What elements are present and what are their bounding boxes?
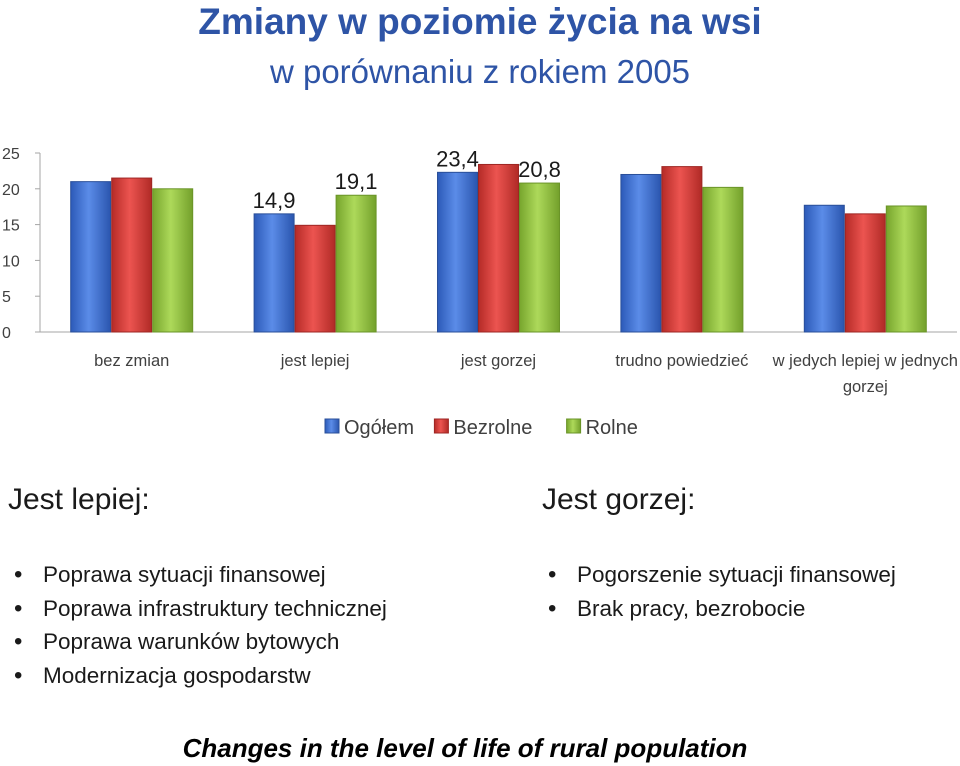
data-labels: 14,9 19,1 23,4 20,8 [253,146,561,213]
y-tick-label: 15 [2,218,20,235]
bar [519,182,560,333]
chart-subtitle: w porównaniu z rokiem 2005 [269,53,691,90]
bar-chart: 0 5 10 15 20 25 bez zmian jest lepiej jest gorz… [2,146,958,439]
bar [111,177,153,333]
y-tick-label: 10 [2,253,20,270]
legend-label: Bezrolne [453,417,532,439]
x-axis-labels: bez zmian jest lepiej jest gorzej trudno po… [94,352,958,396]
list-worse: Pogorszenie sytuacji finansowej Brak pra… [542,558,952,625]
section-heading-better: Jest lepiej: [8,483,150,516]
y-tick-label: 0 [2,325,11,342]
y-tick-label: 25 [2,146,20,163]
list-item: Pogorszenie sytuacji finansowej [542,558,952,592]
bar [70,181,112,333]
bar [478,163,519,333]
x-tick-label: jest lepiej [280,352,350,370]
list-item: Brak pracy, bezrobocie [542,592,952,626]
bar [437,171,478,333]
bar [620,173,662,333]
x-tick-label: jest gorzej [460,352,536,370]
list-item: Poprawa sytuacji finansowej [8,558,408,592]
y-tick-label: 5 [2,289,11,306]
chart-title: Zmiany w poziomie życia na wsi [198,1,762,42]
legend: Ogółem Bezrolne Rolne [324,417,638,439]
x-tick-label: w jedych lepiej w jednych gorzej [772,352,958,396]
x-tick-label: trudno powiedzieć [615,352,748,370]
data-label: 23,4 [436,146,479,171]
data-label: 20,8 [518,157,561,182]
list-better: Poprawa sytuacji finansowej Poprawa infr… [8,558,408,692]
bar [152,188,194,333]
caption: Changes in the level of life of rural po… [182,733,748,763]
bar [803,204,845,333]
legend-label: Ogółem [344,417,414,439]
bars [70,163,927,333]
bar [294,224,336,333]
bar [885,205,927,333]
legend-swatch [566,418,582,434]
bar [253,213,295,333]
legend-label: Rolne [586,417,638,439]
legend-swatch [324,418,340,434]
list-item: Poprawa warunków bytowych [8,625,408,659]
list-item: Modernizacja gospodarstw [8,659,408,693]
bar [844,213,886,333]
y-tick-label: 20 [2,182,20,199]
data-label: 14,9 [253,188,296,213]
section-heading-worse: Jest gorzej: [542,483,696,516]
legend-swatch [433,418,449,434]
bar [661,166,703,333]
bar [335,194,377,333]
bar [702,186,744,333]
data-label: 19,1 [335,169,378,194]
list-item: Poprawa infrastruktury technicznej [8,592,408,626]
x-tick-label: bez zmian [94,352,169,370]
